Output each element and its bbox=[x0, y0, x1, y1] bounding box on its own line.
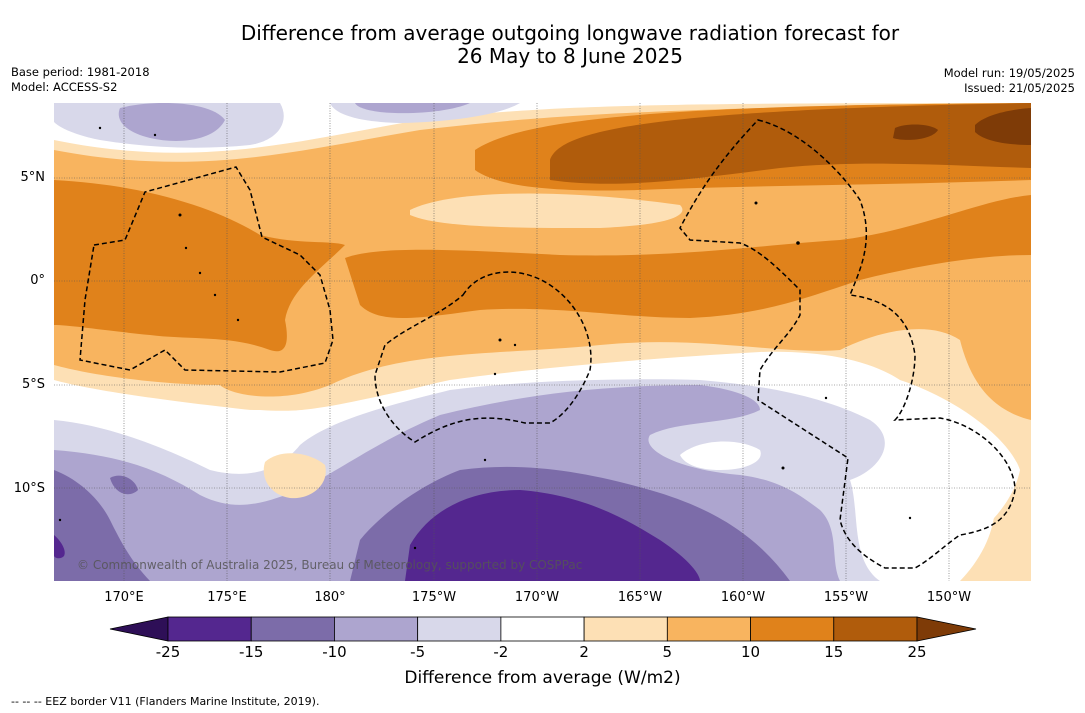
lon-label-170w: 170°W bbox=[514, 590, 560, 605]
model-run: Model run: 19/05/2025 bbox=[943, 66, 1075, 80]
base-period: Base period: 1981-2018 bbox=[11, 65, 150, 79]
model-name: Model: ACCESS-S2 bbox=[11, 80, 118, 94]
lat-label-10s: 10°S bbox=[13, 481, 45, 496]
band-minus-15-25 bbox=[405, 490, 700, 581]
meta-left: Base period: 1981-2018 Model: ACCESS-S2 bbox=[11, 65, 150, 95]
lon-label-150w: 150°W bbox=[926, 590, 972, 605]
colorbar-tick-label: -10 bbox=[322, 643, 347, 661]
colorbar-tick-label: -5 bbox=[410, 643, 426, 661]
band-15-25 bbox=[550, 103, 1031, 184]
copyright-notice: © Commonwealth of Australia 2025, Bureau… bbox=[77, 558, 583, 572]
colorbar-tick-label: 25 bbox=[907, 643, 927, 661]
blob-negative-west bbox=[110, 475, 138, 495]
lon-label-175w: 175°W bbox=[411, 590, 457, 605]
band-10-15-central bbox=[345, 195, 1031, 319]
colorbar-title: Difference from average (W/m2) bbox=[404, 668, 681, 688]
colorbar-tick-label: 2 bbox=[579, 643, 589, 661]
eez-border-central bbox=[374, 271, 592, 443]
colorbar-tick-label: -15 bbox=[238, 643, 264, 661]
band-2-5-north bbox=[410, 193, 683, 228]
pocket-neutral-se bbox=[680, 441, 761, 470]
colorbar-tick-label: 15 bbox=[824, 643, 844, 661]
lon-label-180: 180° bbox=[314, 590, 346, 605]
lat-label-5s: 5°S bbox=[21, 377, 45, 392]
lon-label-155w: 155°W bbox=[823, 590, 869, 605]
patch-negative-nw-inner bbox=[118, 103, 225, 141]
lon-label-165w: 165°W bbox=[617, 590, 663, 605]
patch-negative-north-inner bbox=[355, 103, 470, 114]
colorbar-tick-label: -2 bbox=[493, 643, 509, 661]
eez-footnote: -- -- -- EEZ border V11 (Flanders Marine… bbox=[11, 695, 320, 708]
eez-border-west bbox=[79, 166, 334, 373]
band-25-plus-b bbox=[975, 108, 1031, 145]
colorbar-tick-label: 5 bbox=[662, 643, 673, 661]
issued-date: Issued: 21/05/2025 bbox=[964, 81, 1075, 95]
band-25-plus-a bbox=[893, 124, 938, 140]
eez-borders bbox=[79, 119, 1016, 569]
title-line-1: Difference from average outgoing longwav… bbox=[240, 21, 900, 45]
colorbar-tick-label: -25 bbox=[155, 643, 181, 661]
map-title: Difference from average outgoing longwav… bbox=[0, 22, 1085, 68]
title-line-2: 26 May to 8 June 2025 bbox=[457, 44, 683, 68]
lon-label-160w: 160°W bbox=[720, 590, 766, 605]
band-10-15-equator bbox=[54, 180, 345, 352]
eez-border-east bbox=[679, 119, 1016, 569]
colorbar-tick-label: 10 bbox=[741, 643, 761, 661]
band-minus-15-25-west bbox=[54, 535, 65, 559]
lat-label-5n: 5°N bbox=[20, 170, 46, 185]
lon-label-175e: 175°E bbox=[207, 590, 247, 605]
islands bbox=[58, 126, 912, 550]
map-fields bbox=[54, 103, 1031, 581]
meta-right: Model run: 19/05/2025 Issued: 21/05/2025 bbox=[944, 66, 1075, 96]
lon-label-170e: 170°E bbox=[104, 590, 144, 605]
lat-label-0: 0° bbox=[30, 273, 45, 288]
blob-positive-10s bbox=[263, 453, 326, 499]
